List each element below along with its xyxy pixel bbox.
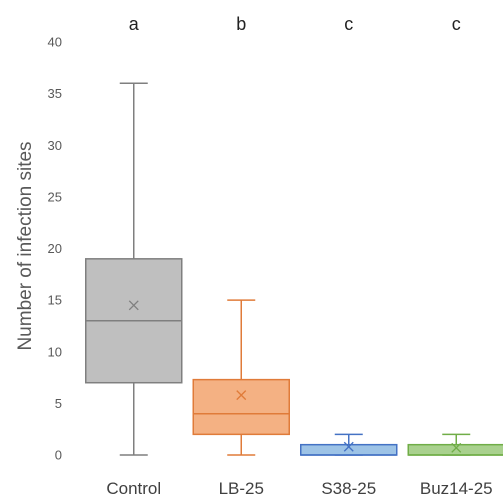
iqr-box [407,443,503,456]
category-labels: Control LB-25 S38-25 Buz14-25 [106,479,492,498]
significance-letter: a [129,14,140,34]
y-axis: 0 5 10 15 20 25 30 35 40 [48,35,62,463]
y-tick-label: 35 [48,86,62,101]
y-tick-label: 30 [48,138,62,153]
mean-marker [343,441,354,452]
significance-letter: c [452,14,461,34]
y-tick-label: 40 [48,35,62,50]
y-tick-label: 10 [48,344,62,359]
box-S38-25 [300,433,398,456]
y-tick-label: 5 [55,396,62,411]
y-tick-label: 15 [48,293,62,308]
significance-letter: b [236,14,246,34]
category-label: LB-25 [219,479,264,498]
y-axis-title: Number of infection sites [15,141,36,350]
box-LB-25 [192,299,290,456]
category-label: Control [106,479,161,498]
category-label: S38-25 [321,479,376,498]
y-tick-label: 20 [48,241,62,256]
box-Control [85,82,183,456]
mean-marker [128,300,139,311]
mean-marker [236,390,247,401]
iqr-box [192,378,290,436]
significance-letter: c [344,14,353,34]
mean-marker [451,442,462,453]
category-label: Buz14-25 [420,479,493,498]
box-Buz14-25 [407,433,503,456]
boxes [85,82,503,456]
y-tick-label: 25 [48,189,62,204]
y-tick-label: 0 [55,448,62,463]
